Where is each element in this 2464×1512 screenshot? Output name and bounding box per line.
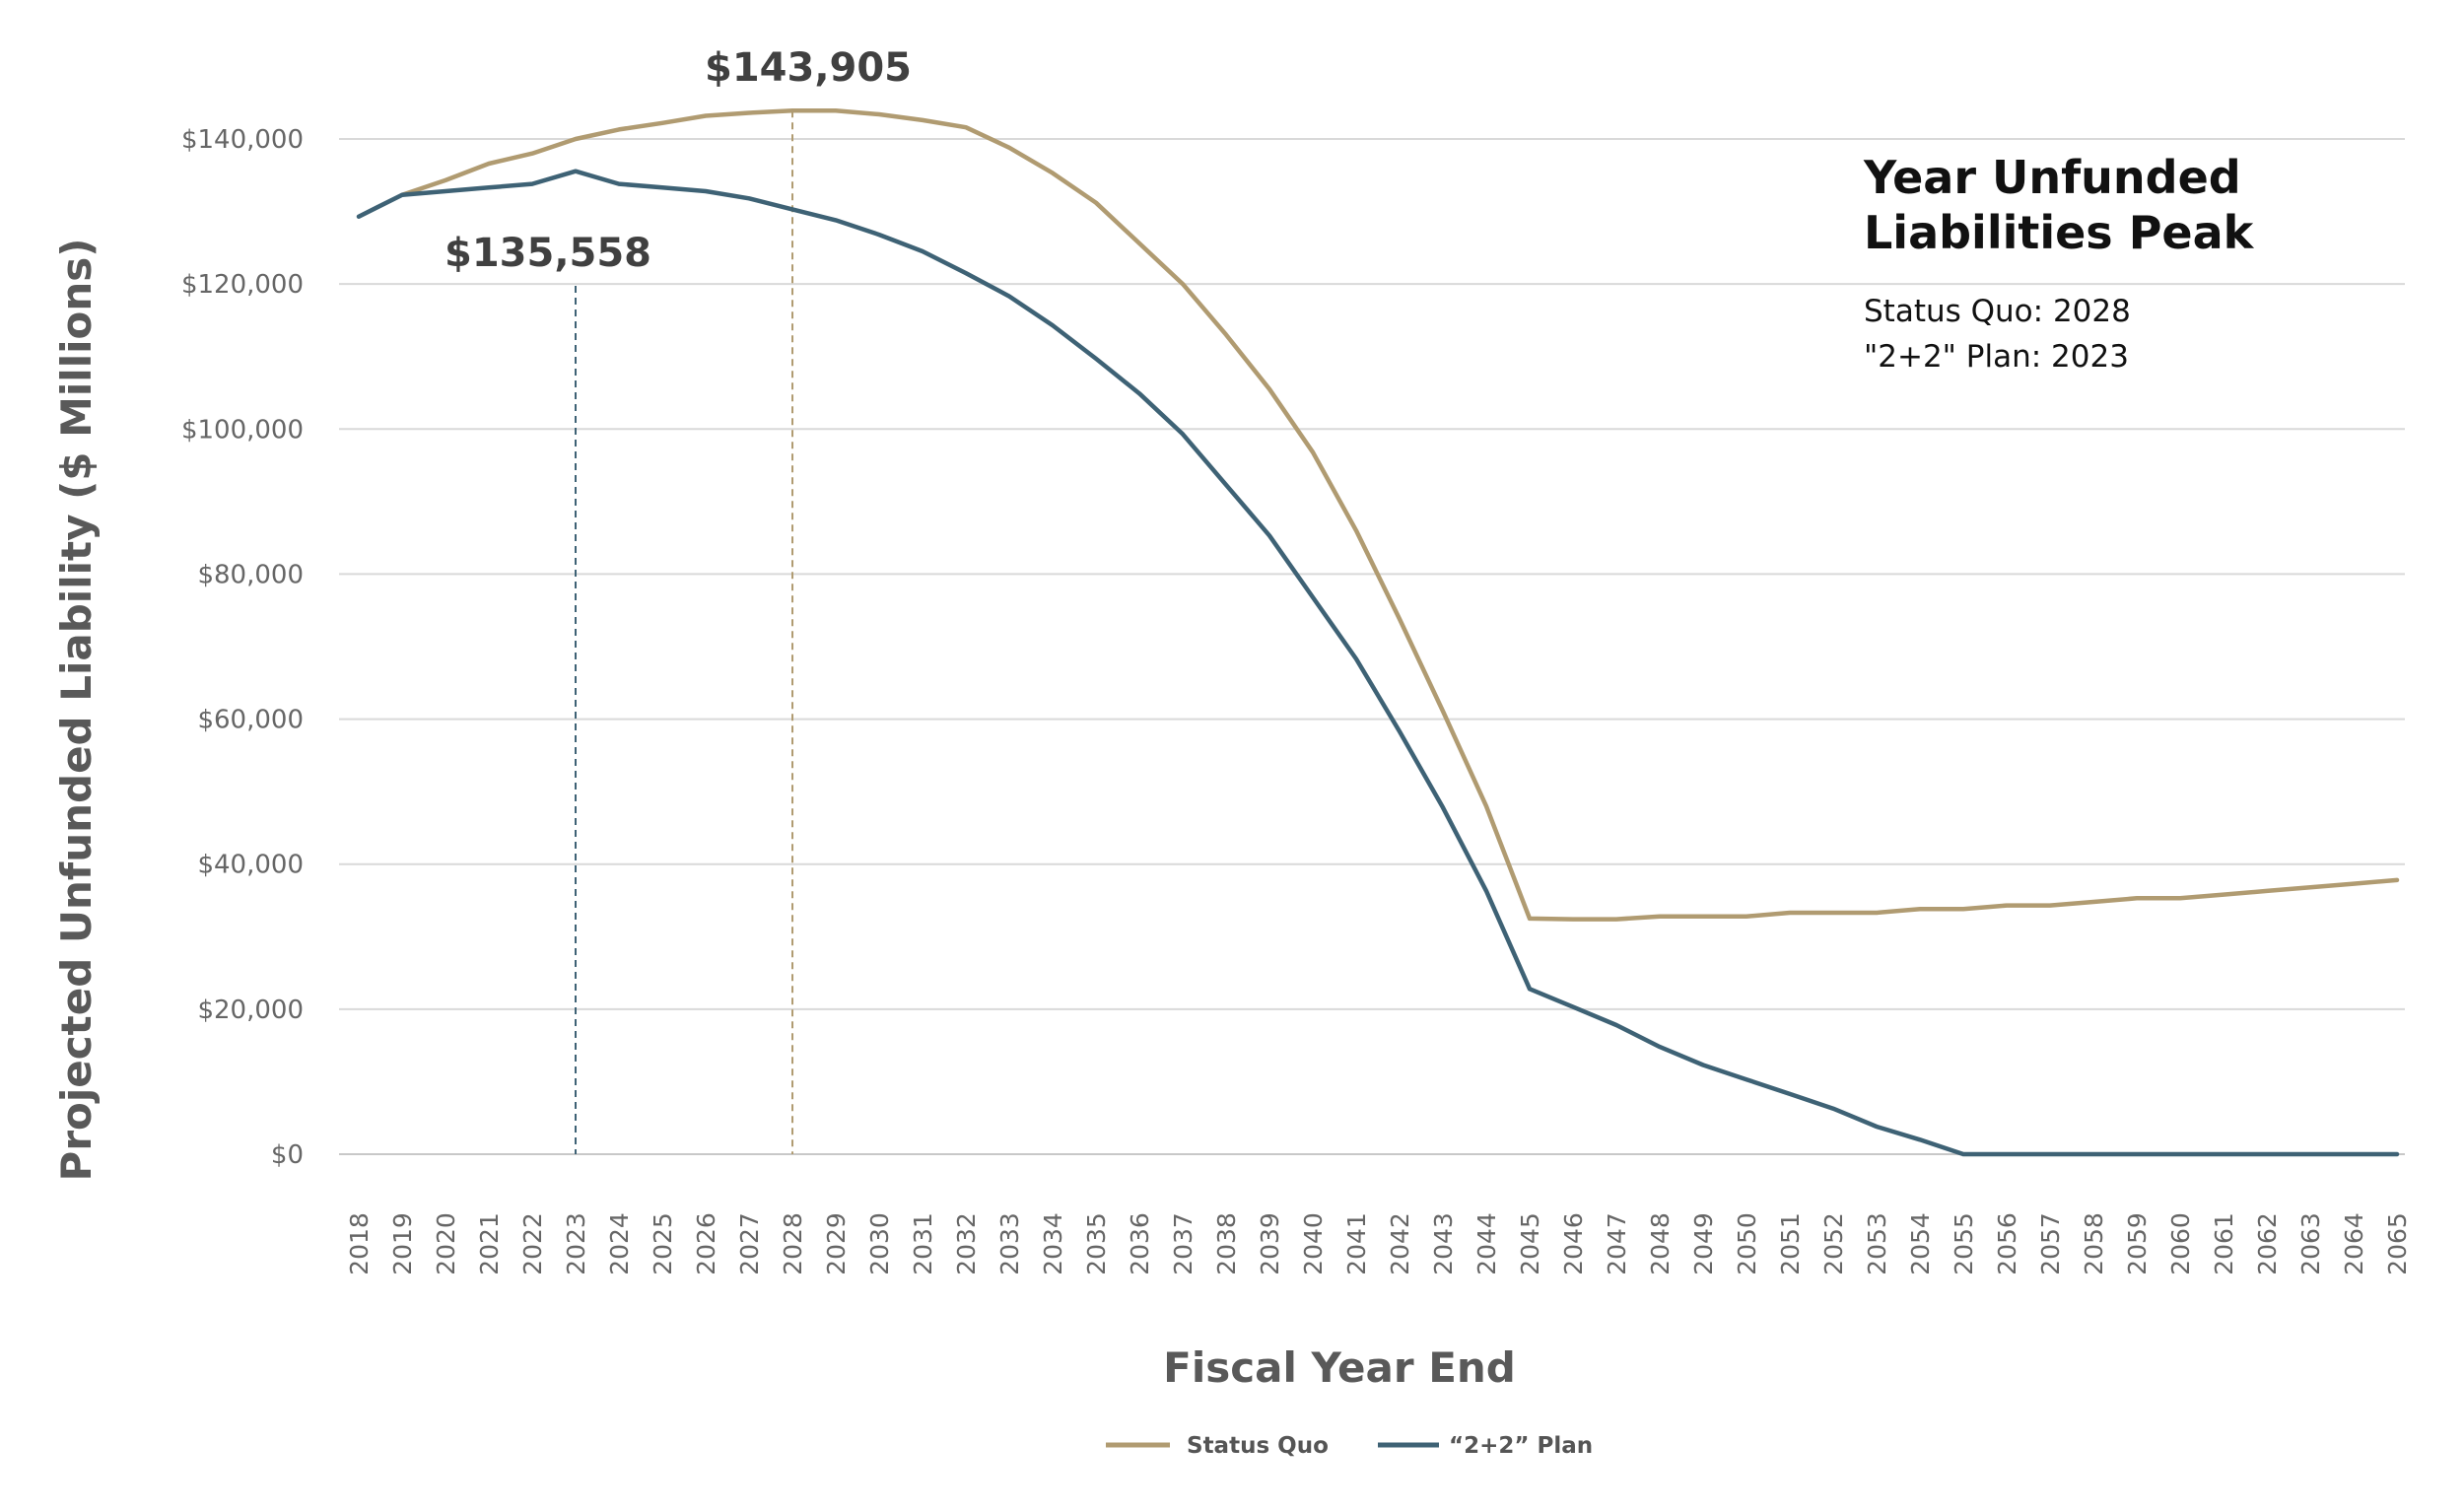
x-tick-label: 2039 — [1256, 1212, 1284, 1275]
x-tick-label: 2033 — [995, 1212, 1024, 1275]
x-tick-label: 2048 — [1646, 1212, 1675, 1275]
legend-item-status-quo[interactable]: Status Quo — [1106, 1433, 1329, 1459]
x-tick-label: 2031 — [909, 1212, 937, 1275]
x-tick-label: 2061 — [2210, 1212, 2238, 1275]
info-box-2plus2-line: "2+2" Plan: 2023 — [1864, 339, 2129, 375]
x-tick-label: 2030 — [865, 1212, 894, 1275]
x-axis-title: Fiscal Year End — [1163, 1343, 1516, 1392]
x-axis-ticks: 2018 2019 2020 2021 2022 2023 2024 2025 2026 2027… — [345, 1212, 2412, 1275]
series-lines — [356, 108, 2400, 1157]
x-tick-label: 2054 — [1906, 1212, 1935, 1275]
y-tick-label: $140,000 — [181, 125, 304, 155]
x-tick-label: 2026 — [692, 1212, 720, 1275]
y-tick-label: $60,000 — [197, 706, 304, 735]
info-box: Year Unfunded Liabilities Peak Status Qu… — [1863, 151, 2255, 375]
x-tick-label: 2024 — [605, 1212, 634, 1275]
x-tick-label: 2065 — [2383, 1212, 2412, 1275]
x-tick-label: 2019 — [388, 1212, 417, 1275]
x-tick-label: 2049 — [1689, 1212, 1718, 1275]
x-tick-label: 2060 — [2166, 1212, 2195, 1275]
peak-label-status-quo: $143,905 — [705, 45, 912, 91]
x-tick-label: 2021 — [475, 1212, 504, 1275]
y-tick-label: $80,000 — [197, 560, 304, 589]
x-tick-label: 2046 — [1559, 1212, 1588, 1275]
x-tick-label: 2064 — [2340, 1212, 2368, 1275]
x-tick-label: 2062 — [2253, 1212, 2282, 1275]
peak-label-2plus2-plan: $135,558 — [445, 231, 651, 276]
gridlines — [339, 138, 2405, 1155]
x-tick-label: 2036 — [1126, 1212, 1154, 1275]
x-tick-label: 2052 — [1819, 1212, 1848, 1275]
y-tick-label: $100,000 — [181, 415, 304, 445]
info-box-status-quo-line: Status Quo: 2028 — [1864, 294, 2131, 329]
x-tick-label: 2027 — [735, 1212, 764, 1275]
x-tick-label: 2059 — [2123, 1212, 2152, 1275]
x-tick-label: 2055 — [1950, 1212, 1978, 1275]
y-tick-label: $120,000 — [181, 270, 304, 300]
info-box-title-line2: Liabilities Peak — [1864, 206, 2255, 259]
x-tick-label: 2038 — [1212, 1212, 1241, 1275]
x-tick-label: 2022 — [518, 1212, 547, 1275]
series-line-status-quo — [399, 108, 2400, 922]
x-tick-label: 2056 — [1993, 1212, 2021, 1275]
legend-label-status-quo: Status Quo — [1187, 1433, 1329, 1459]
x-tick-label: 2037 — [1169, 1212, 1198, 1275]
y-axis-title: Projected Unfunded Liability ($ Millions… — [52, 239, 101, 1182]
x-tick-label: 2035 — [1082, 1212, 1111, 1275]
x-tick-label: 2044 — [1472, 1212, 1501, 1275]
x-tick-label: 2050 — [1733, 1212, 1761, 1275]
x-tick-label: 2042 — [1386, 1212, 1414, 1275]
x-tick-label: 2063 — [2296, 1212, 2325, 1275]
x-tick-label: 2051 — [1776, 1212, 1805, 1275]
x-tick-label: 2032 — [952, 1212, 981, 1275]
peak-reference-lines — [575, 110, 793, 1154]
y-tick-label: $20,000 — [197, 996, 304, 1025]
y-tick-label: $0 — [271, 1140, 304, 1170]
legend: Status Quo “2+2” Plan — [1106, 1433, 1593, 1459]
x-tick-label: 2047 — [1603, 1212, 1631, 1275]
x-tick-label: 2025 — [649, 1212, 677, 1275]
x-tick-label: 2043 — [1429, 1212, 1458, 1275]
x-tick-label: 2058 — [2080, 1212, 2108, 1275]
x-tick-label: 2053 — [1863, 1212, 1891, 1275]
x-tick-label: 2057 — [2036, 1212, 2065, 1275]
x-tick-label: 2045 — [1516, 1212, 1544, 1275]
x-tick-label: 2040 — [1299, 1212, 1328, 1275]
x-tick-label: 2029 — [822, 1212, 851, 1275]
series-line-2plus2-plan — [356, 169, 2400, 1157]
x-tick-label: 2034 — [1039, 1212, 1067, 1275]
y-axis-ticks: $0 $20,000 $40,000 $60,000 $80,000 $100,000 $1… — [181, 125, 304, 1170]
x-tick-label: 2041 — [1342, 1212, 1371, 1275]
x-tick-label: 2028 — [779, 1212, 807, 1275]
x-tick-label: 2020 — [432, 1212, 460, 1275]
x-tick-label: 2018 — [345, 1212, 374, 1275]
legend-label-2plus2-plan: “2+2” Plan — [1449, 1433, 1593, 1459]
legend-item-2plus2-plan[interactable]: “2+2” Plan — [1378, 1433, 1593, 1459]
y-tick-label: $40,000 — [197, 851, 304, 880]
x-tick-label: 2023 — [562, 1212, 590, 1275]
info-box-title-line1: Year Unfunded — [1863, 151, 2241, 204]
